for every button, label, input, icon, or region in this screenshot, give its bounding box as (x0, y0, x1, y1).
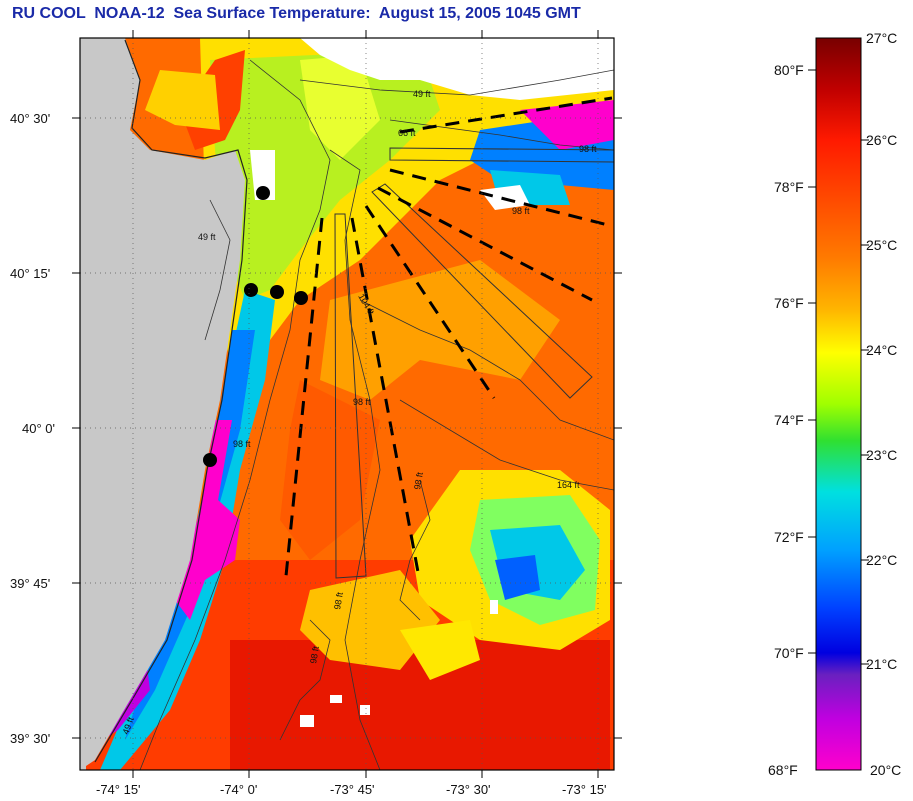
station-markers (203, 186, 308, 467)
contour-label: 49 ft (198, 232, 216, 242)
colorbar-f-label: 78°F (774, 179, 804, 195)
station-marker (294, 291, 308, 305)
colorbar-c-label: 26°C (866, 132, 898, 148)
axis-ticks (72, 30, 622, 778)
contour-label: 98 ft (579, 144, 597, 154)
contour-label: 98 ft (353, 397, 371, 407)
lat-label: 40° 15' (10, 266, 50, 281)
colorbar-f-label: 76°F (774, 295, 804, 311)
colorbar-c-label: 22°C (866, 552, 898, 568)
contour-label: 98 ft (512, 206, 530, 216)
colorbar (815, 37, 862, 771)
lat-label: 40° 0' (22, 421, 55, 436)
contour-label: 98 ft (233, 439, 251, 449)
colorbar-c-label: 23°C (866, 447, 898, 463)
lon-label: -73° 45' (330, 782, 375, 797)
colorbar-c-label: 21°C (866, 656, 898, 672)
contour-label: 98 ft (308, 645, 321, 664)
contour-label: 49 ft (413, 89, 431, 99)
lon-label: -73° 30' (446, 782, 491, 797)
sst-field (80, 38, 614, 770)
colorbar-c-label: 27°C (866, 30, 898, 46)
contour-label: 164 ft (557, 480, 580, 490)
colorbar-ticks (808, 69, 869, 665)
map-title: RU COOL NOAA-12 Sea Surface Temperature:… (12, 5, 581, 22)
station-marker (270, 285, 284, 299)
graticule (80, 38, 614, 770)
station-marker (256, 186, 270, 200)
lon-label: -74° 0' (220, 782, 257, 797)
lat-label: 40° 30' (10, 111, 50, 126)
colorbar-f-label: 72°F (774, 529, 804, 545)
map-frame (79, 37, 615, 771)
colorbar-c-label: 20°C (870, 762, 902, 778)
colorbar-f-label: 70°F (774, 645, 804, 661)
contour-label: 98 ft (412, 471, 425, 490)
station-marker (203, 453, 217, 467)
contour-label: 98 ft (332, 591, 345, 610)
lon-label: -74° 15' (96, 782, 141, 797)
contour-label: 66 ft (398, 128, 416, 138)
colorbar-c-label: 25°C (866, 237, 898, 253)
colorbar-f-label: 80°F (774, 62, 804, 78)
colorbar-f-label: 68°F (768, 762, 798, 778)
colorbar-f-label: 74°F (774, 412, 804, 428)
lat-label: 39° 30' (10, 731, 50, 746)
station-marker (244, 283, 258, 297)
colorbar-c-label: 24°C (866, 342, 898, 358)
lat-label: 39° 45' (10, 576, 50, 591)
lon-label: -73° 15' (562, 782, 607, 797)
